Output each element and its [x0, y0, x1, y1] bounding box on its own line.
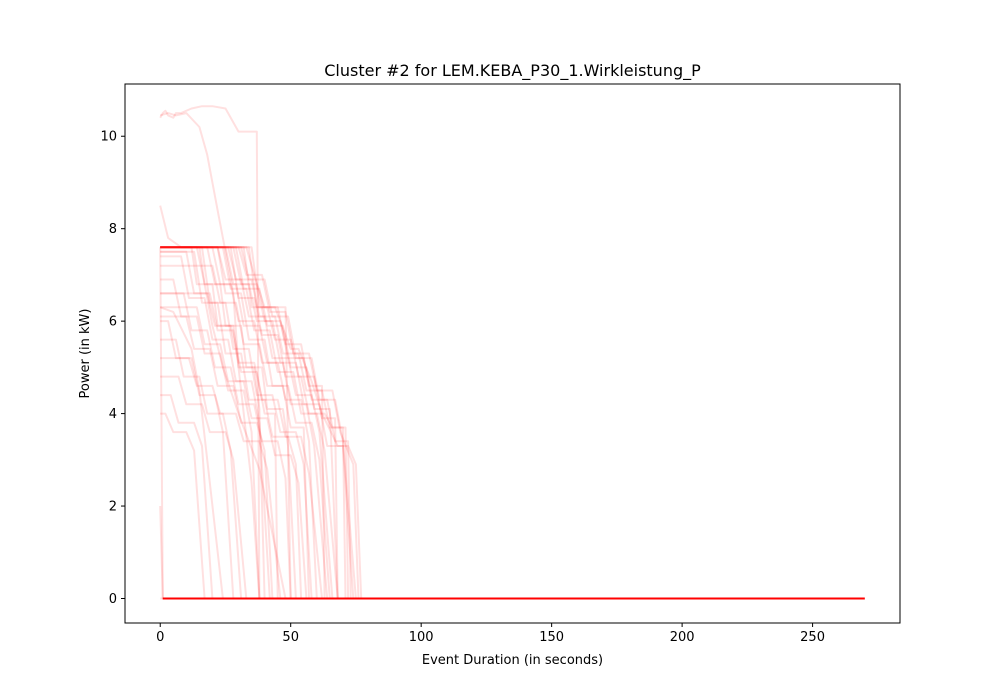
series-line: [160, 357, 282, 599]
series-line: [160, 306, 308, 599]
series-line: [160, 246, 329, 599]
chart-title: Cluster #2 for LEM.KEBA_P30_1.Wirkleistu…: [324, 61, 701, 81]
series-line: [160, 315, 274, 599]
series-line: [160, 246, 297, 599]
series-line: [159, 306, 224, 599]
series-line: [160, 246, 352, 599]
series-line: [160, 375, 248, 599]
y-tick-label: 0: [109, 592, 117, 607]
series-line: [159, 105, 265, 600]
series-line: [160, 264, 310, 599]
x-tick-label: 100: [409, 630, 434, 645]
series-line: [160, 320, 235, 599]
series-line: [160, 412, 206, 599]
series-line: [159, 112, 261, 599]
series-line: [160, 246, 360, 599]
series-line: [160, 250, 279, 599]
x-tick-label: 250: [800, 630, 825, 645]
x-axis-ticks: 0 50 100 150 200 250: [156, 623, 825, 645]
series-line: [160, 246, 334, 599]
series-line: [160, 246, 292, 599]
series-line: [160, 246, 363, 599]
y-tick-label: 10: [100, 130, 117, 145]
y-tick-label: 2: [109, 500, 117, 515]
series-line: [160, 338, 243, 599]
x-tick-label: 0: [156, 630, 164, 645]
series-line: [160, 246, 318, 599]
y-tick-label: 4: [109, 407, 117, 422]
plot-frame: [124, 83, 901, 624]
x-tick-label: 150: [539, 630, 564, 645]
series-line: [160, 292, 323, 599]
x-tick-label: 50: [282, 630, 299, 645]
y-axis-ticks: 0 2 4 6 8 10: [100, 130, 125, 607]
series-line: [160, 292, 292, 599]
x-tick-label: 200: [670, 630, 695, 645]
series-line: [160, 246, 326, 599]
y-tick-label: 6: [109, 315, 117, 330]
y-axis-label: Power (in kW): [78, 309, 93, 399]
series-line: [160, 278, 261, 599]
series-line: [160, 246, 339, 599]
series-line: [160, 246, 355, 599]
series-line: [160, 246, 339, 599]
series-line: [160, 246, 357, 599]
series-line: [160, 255, 271, 599]
series-line: [160, 246, 339, 599]
series-line: [160, 246, 350, 599]
x-axis-label: Event Duration (in seconds): [422, 653, 603, 668]
series-line: [159, 205, 287, 599]
series-line: [160, 250, 303, 599]
series-line: [160, 246, 266, 599]
y-tick-label: 8: [109, 222, 117, 237]
series-line: [160, 246, 331, 599]
series-line: [160, 394, 214, 599]
series-line: [160, 246, 313, 599]
series-lines: [159, 105, 865, 600]
series-line: [160, 246, 347, 599]
